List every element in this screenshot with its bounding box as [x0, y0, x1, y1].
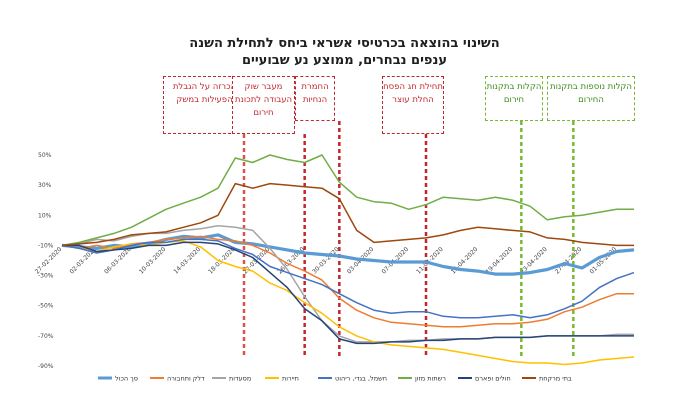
chart-title: השינוי בהוצאה בכרטיסי אשראי ביחס לתחילת …	[189, 36, 500, 51]
annotation-box: החמרת הנחיות	[295, 76, 335, 121]
chart-subtitle: ענפים נבחרים, ממוצע נע שבועיים	[241, 53, 448, 68]
annotation-box: מעבר שוק העבודה לתכונת חירום	[232, 76, 295, 134]
x-tick-label: 10-03-2020	[138, 246, 168, 276]
series-line	[61, 238, 635, 319]
y-tick-label: 10%	[38, 212, 52, 219]
x-tick-label: 18-03-2020	[207, 246, 237, 276]
series-line	[62, 241, 634, 345]
legend-label: בתי מרקחת	[539, 375, 572, 383]
x-tick-label: 19-04-2020	[484, 246, 514, 276]
legend-label: מסעדות	[229, 375, 251, 383]
y-tick-label: -50%	[38, 303, 54, 310]
y-tick-label: -90%	[38, 363, 54, 370]
series-line	[61, 240, 635, 366]
annotation-box: הקלות בתקנות חירום	[485, 76, 543, 121]
series-line	[61, 235, 634, 328]
annotation-box: תחילת חג הפסח החלת עוצר	[382, 76, 444, 134]
y-tick-label: 30%	[38, 182, 52, 189]
y-tick-label: -70%	[38, 333, 54, 340]
y-tick-label: -30%	[38, 273, 54, 280]
legend-label: חולים ופארם	[475, 375, 511, 383]
x-tick-label: 30-03-2020	[311, 246, 341, 276]
x-tick-label: 14-03-2020	[172, 246, 202, 276]
legend-label: סך הכול	[115, 375, 138, 383]
annotation-box: הקלות נוספות בתקנות החירום	[547, 76, 635, 121]
legend-label: חשמל, בגדי, ריהוט	[335, 375, 387, 383]
series-line	[61, 154, 634, 247]
x-tick-label: 27-02-2020	[34, 246, 64, 276]
legend-label: תיירות	[282, 375, 299, 383]
y-tick-label: -10%	[38, 242, 54, 249]
legend-label: דלק ותחבורה	[167, 375, 205, 383]
series-line	[61, 182, 634, 247]
x-tick-label: 27-04-2020	[554, 246, 584, 276]
y-tick-label: 50%	[38, 152, 52, 159]
legend-label: רשתות מזון	[415, 375, 446, 383]
